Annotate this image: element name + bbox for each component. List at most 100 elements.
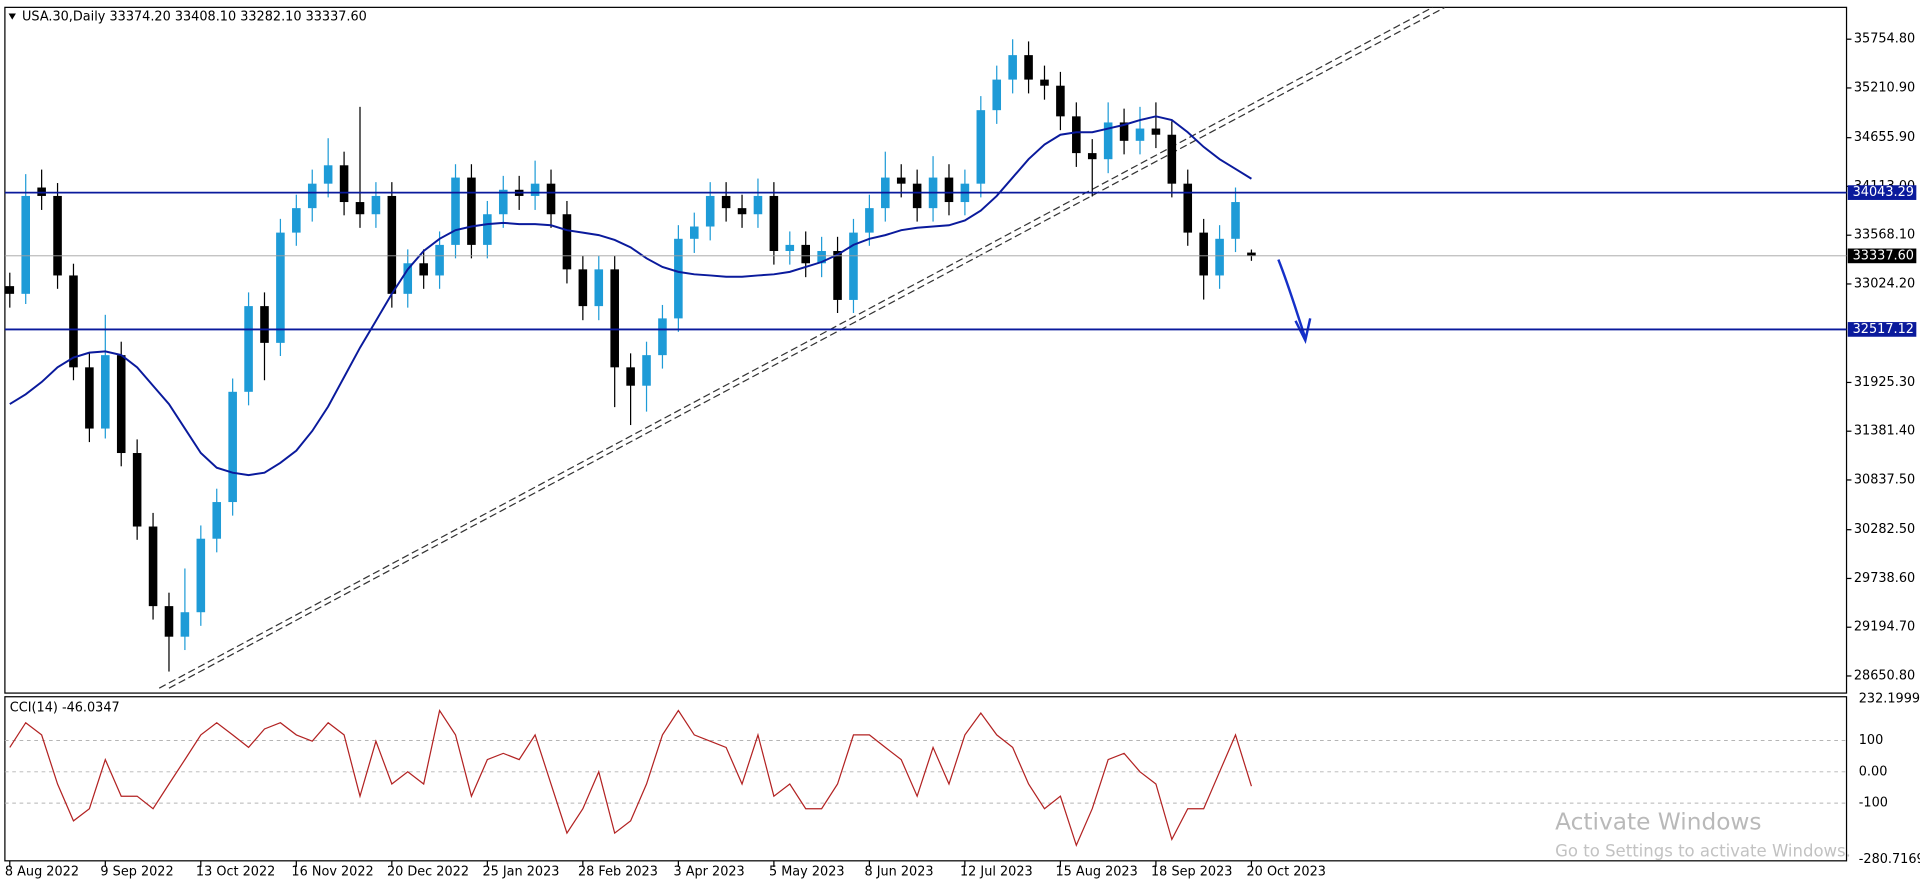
candle-body — [1008, 55, 1017, 80]
x-tick-label: 5 May 2023 — [769, 864, 845, 879]
y-tick-label: 34655.90 — [1854, 130, 1915, 145]
candle-body — [212, 502, 222, 539]
candle-body — [21, 195, 30, 294]
candle-body — [594, 269, 604, 307]
candle-body — [1183, 183, 1193, 233]
candle-body — [323, 165, 333, 184]
candle-body — [737, 208, 747, 215]
candle-body — [912, 183, 922, 209]
candle-body — [610, 269, 619, 368]
x-tick-label: 9 Sep 2022 — [100, 864, 173, 879]
candle-body — [976, 110, 986, 184]
candle-body — [1167, 134, 1177, 184]
candle-body — [85, 367, 94, 429]
candle-body — [674, 238, 683, 319]
candle-body — [1135, 128, 1145, 141]
candle-body — [387, 195, 397, 294]
candle-body — [658, 318, 667, 356]
candle-body — [244, 306, 253, 392]
candle-body — [1151, 128, 1161, 135]
level-label: 34043.29 — [1853, 185, 1914, 200]
trendline — [158, 6, 1433, 689]
y-tick-label: 232.1999 — [1859, 692, 1920, 707]
x-tick-label: 18 Sep 2023 — [1151, 864, 1232, 879]
candle-body — [355, 202, 365, 215]
y-tick-label: 35754.80 — [1854, 32, 1915, 47]
candle-body — [196, 538, 206, 613]
x-tick-label: 8 Aug 2022 — [5, 864, 79, 879]
y-tick-label: 30837.50 — [1854, 472, 1915, 487]
candle-body — [451, 177, 460, 245]
candle-body — [721, 195, 731, 209]
candle-body — [435, 244, 444, 276]
level-label: 32517.12 — [1853, 322, 1914, 337]
moving-average — [9, 115, 1252, 477]
candle-body — [546, 183, 556, 215]
candle-body — [148, 526, 158, 607]
candle-body — [1119, 122, 1129, 141]
x-tick-label: 12 Jul 2023 — [960, 864, 1033, 879]
annotation-arrowhead — [1294, 318, 1312, 345]
y-tick-label: 31925.30 — [1854, 375, 1915, 390]
watermark-subtitle: Go to Settings to activate Windows. — [1555, 842, 1851, 861]
candle-body — [101, 355, 110, 429]
watermark-title: Activate Windows — [1555, 808, 1761, 835]
y-tick-label: 0.00 — [1859, 764, 1888, 779]
candle-body — [801, 244, 810, 264]
candle-body — [419, 263, 428, 276]
level-label-box — [1847, 185, 1917, 200]
candle-body — [1072, 116, 1081, 154]
candle-body — [785, 244, 795, 251]
candle-body — [690, 226, 699, 239]
candle-body — [705, 195, 715, 227]
candle-body — [530, 183, 540, 196]
candle-body — [817, 250, 826, 264]
candle-body — [896, 177, 906, 184]
main-plot-frame — [4, 6, 1848, 694]
candle-body — [1087, 153, 1097, 160]
y-tick-label: 33024.20 — [1854, 276, 1915, 291]
candle-body — [578, 269, 588, 307]
candle-body — [849, 232, 858, 300]
candle-body — [1024, 55, 1033, 80]
x-tick-label: 28 Feb 2023 — [578, 864, 658, 879]
candle-body — [753, 195, 763, 215]
y-tick-label: 30282.50 — [1854, 522, 1915, 537]
candle-body — [1103, 122, 1113, 160]
x-tick-label: 25 Jan 2023 — [482, 864, 559, 879]
candle-body — [292, 208, 301, 233]
candle-body — [626, 367, 635, 386]
x-tick-label: 16 Nov 2022 — [291, 864, 373, 879]
level-label-box — [1847, 322, 1917, 337]
candle-body — [562, 214, 572, 270]
candle-body — [132, 453, 142, 527]
cci-plot-frame — [4, 696, 1848, 862]
x-tick-label: 20 Dec 2022 — [387, 864, 469, 879]
candle-body — [1231, 202, 1240, 239]
cci-title: CCI(14) -46.0347 — [10, 700, 120, 715]
x-tick-label: 20 Oct 2023 — [1247, 864, 1326, 879]
y-tick-label: 31381.40 — [1854, 424, 1915, 439]
candle-body — [1199, 232, 1208, 276]
candle-body — [865, 208, 874, 233]
candle-body — [1215, 238, 1224, 276]
candle-body — [260, 306, 269, 343]
header-triangle — [8, 13, 16, 20]
x-tick-label: 15 Aug 2023 — [1056, 864, 1138, 879]
candle-body — [467, 177, 476, 245]
y-tick-label: 35210.90 — [1854, 80, 1915, 95]
candle-body — [228, 391, 237, 503]
candle-body — [498, 189, 508, 215]
candle-body — [642, 355, 651, 386]
candle-body — [307, 183, 317, 209]
chart-header: USA.30,Daily 33374.20 33408.10 33282.10 … — [22, 10, 367, 25]
y-tick-label: -280.7169 — [1859, 852, 1920, 867]
x-tick-label: 13 Oct 2022 — [196, 864, 275, 879]
candle-body — [69, 275, 78, 368]
candle-body — [339, 165, 349, 203]
candle-body — [180, 612, 190, 637]
y-tick-label: -100 — [1859, 796, 1888, 811]
y-tick-label: 29738.60 — [1854, 571, 1915, 586]
